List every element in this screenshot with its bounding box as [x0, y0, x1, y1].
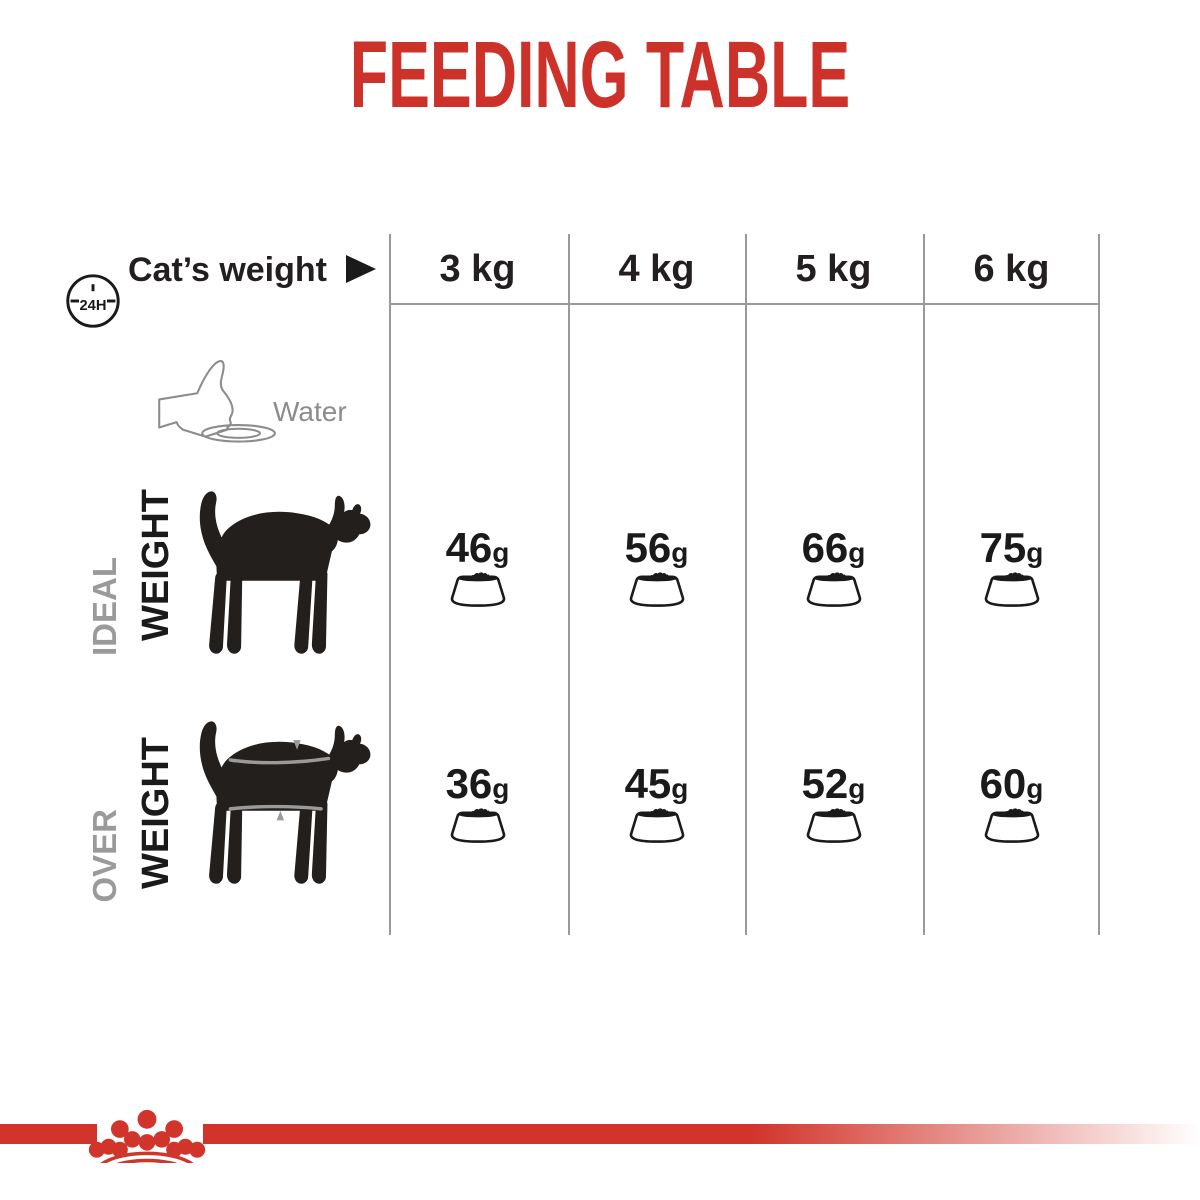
- svg-text:24H: 24H: [80, 298, 107, 314]
